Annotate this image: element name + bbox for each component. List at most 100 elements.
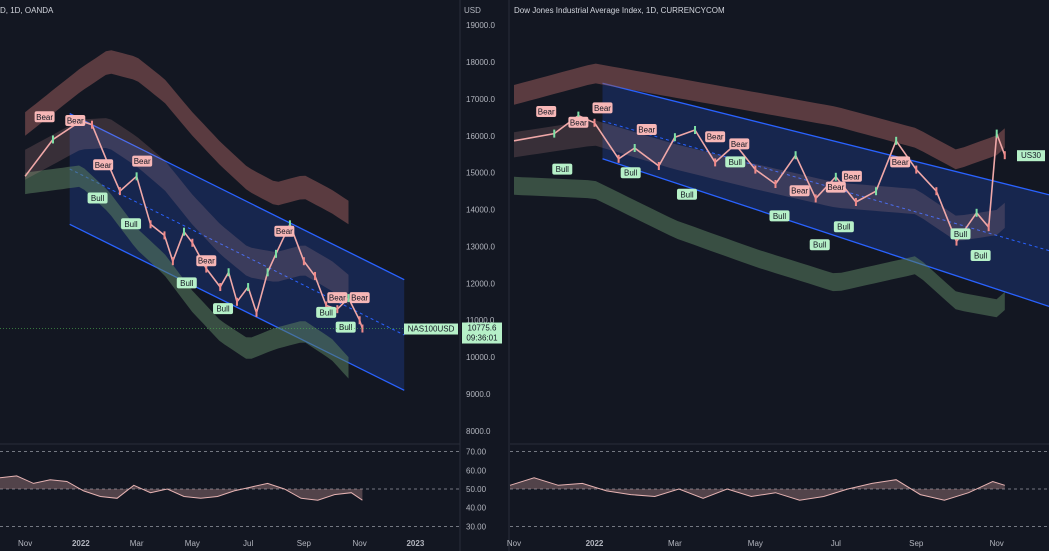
signal-text: Bear (276, 227, 293, 236)
signal-bg (841, 170, 862, 182)
signal-bg (950, 228, 971, 240)
signal-bg (970, 250, 991, 261)
symbol-tag-bg (404, 323, 458, 335)
price-tick-label: 14000.0 (466, 206, 495, 215)
channel-upper-line (69, 113, 405, 281)
signal-text: Bull (729, 158, 743, 167)
signal-text: Bear (95, 161, 112, 170)
oscillator-tick-label: 30.00 (466, 522, 487, 531)
oscillator-tick-label: 50.00 (466, 485, 487, 494)
bear-signal-label: Bear (568, 116, 589, 128)
signal-text: Bull (216, 305, 230, 314)
signal-bg (327, 292, 348, 304)
symbol-tag: NAS100USD (408, 325, 455, 334)
signal-text: Bull (624, 169, 638, 178)
bear-signal-label: Bear (841, 170, 862, 182)
signal-text: Bull (837, 223, 851, 232)
bear-signal-label: Bear (729, 138, 750, 150)
bear-signal-label: Bear (536, 106, 557, 117)
bear-signal-label: Bear (349, 292, 370, 304)
oscillator-line (509, 477, 1005, 501)
lower-support-band (514, 176, 1005, 318)
price-tick-label: 18000.0 (466, 58, 495, 67)
bear-signal-label: Bear (65, 115, 86, 126)
bull-signal-label: Bull (809, 239, 830, 251)
signal-bg (34, 111, 55, 123)
bull-signal-label: Bull (620, 167, 641, 179)
bear-signal-label: Bear (327, 292, 348, 304)
oscillator-area (0, 475, 363, 501)
symbol-tag-bg (1017, 150, 1045, 162)
price-tick-label: 8000.0 (466, 427, 491, 436)
signal-bg (121, 218, 142, 230)
bear-signal-label: Bear (34, 111, 55, 123)
signal-text: Bull (180, 279, 194, 288)
price-line (24, 120, 364, 329)
oscillator-tick-label: 40.00 (466, 504, 487, 513)
price-tick-label: 13000.0 (466, 242, 495, 251)
signal-bg (213, 303, 234, 315)
signal-bg (176, 277, 197, 289)
price-tick-label: 17000.0 (466, 95, 495, 104)
channel-mid-line (69, 168, 405, 336)
bear-signal-label: Bear (890, 156, 911, 168)
signal-bg (536, 106, 557, 117)
signal-text: Bear (538, 108, 555, 117)
signal-text: Bull (680, 190, 694, 199)
price-tick-label: 15000.0 (466, 169, 495, 178)
bear-signal-label: Bear (93, 159, 114, 171)
signal-text: Bear (198, 257, 215, 266)
signal-text: Bear (329, 294, 346, 303)
oscillator-line (0, 475, 363, 501)
bull-signal-label: Bull (87, 192, 108, 204)
signal-text: Bull (813, 241, 827, 250)
upper-resistance-band (25, 50, 349, 225)
signal-bg (335, 321, 356, 333)
signal-text: Bull (773, 212, 787, 221)
signal-bg (349, 292, 370, 304)
nas100-chart[interactable]: Bear Bear Bear Bull Bear Bull Bear Bull Bull Bear… (0, 0, 502, 551)
lower-support-band (25, 165, 349, 379)
signal-text: Bear (134, 157, 151, 166)
signal-text: Bull (556, 165, 570, 174)
signal-bg (316, 306, 337, 318)
bull-signal-label: Bull (121, 218, 142, 230)
last-price-value: 10775.6 (468, 324, 497, 333)
us30-chart[interactable]: Bear Bear Bear Bull Bear Bull Bear Bear Bull Bull… (507, 0, 1049, 551)
last-price-marker: NAS100USD 10775.609:36:01 (404, 322, 502, 344)
channel-upper-line (602, 82, 1049, 196)
signal-text: Bear (67, 117, 84, 126)
signal-bg (789, 185, 810, 197)
signal-text: Bear (731, 140, 748, 149)
ma-ribbon (514, 120, 1005, 241)
signal-bg (809, 239, 830, 251)
signal-bg (568, 116, 589, 128)
time-tick-label: Jul (831, 539, 841, 548)
last-price-bg (462, 322, 502, 344)
time-tick-label: 2022 (72, 539, 90, 548)
signal-bg (65, 115, 86, 126)
signal-bg (636, 124, 657, 135)
bull-signal-label: Bull (176, 277, 197, 289)
signal-bg (592, 102, 613, 114)
time-tick-label: Sep (297, 539, 312, 548)
time-tick-label: Sep (909, 539, 924, 548)
price-tick-label: 11000.0 (466, 316, 495, 325)
left-price-currency: USD (464, 6, 481, 15)
oscillator-tick-label: 60.00 (466, 466, 487, 475)
signal-bg (552, 163, 573, 175)
upper-resistance-band (514, 63, 1005, 170)
channel-lower-line (602, 158, 1049, 308)
time-tick-label: Nov (507, 539, 521, 548)
signal-text: Bull (320, 308, 334, 317)
signal-bg (729, 138, 750, 150)
bear-signal-label: Bear (592, 102, 613, 114)
signal-bg (769, 210, 790, 222)
signal-text: Bull (339, 323, 353, 332)
price-tick-label: 19000.0 (466, 21, 495, 30)
signal-bg (890, 156, 911, 168)
bull-signal-label: Bull (833, 221, 854, 233)
signal-text: Bull (91, 194, 105, 203)
ma-ribbon (25, 118, 349, 305)
